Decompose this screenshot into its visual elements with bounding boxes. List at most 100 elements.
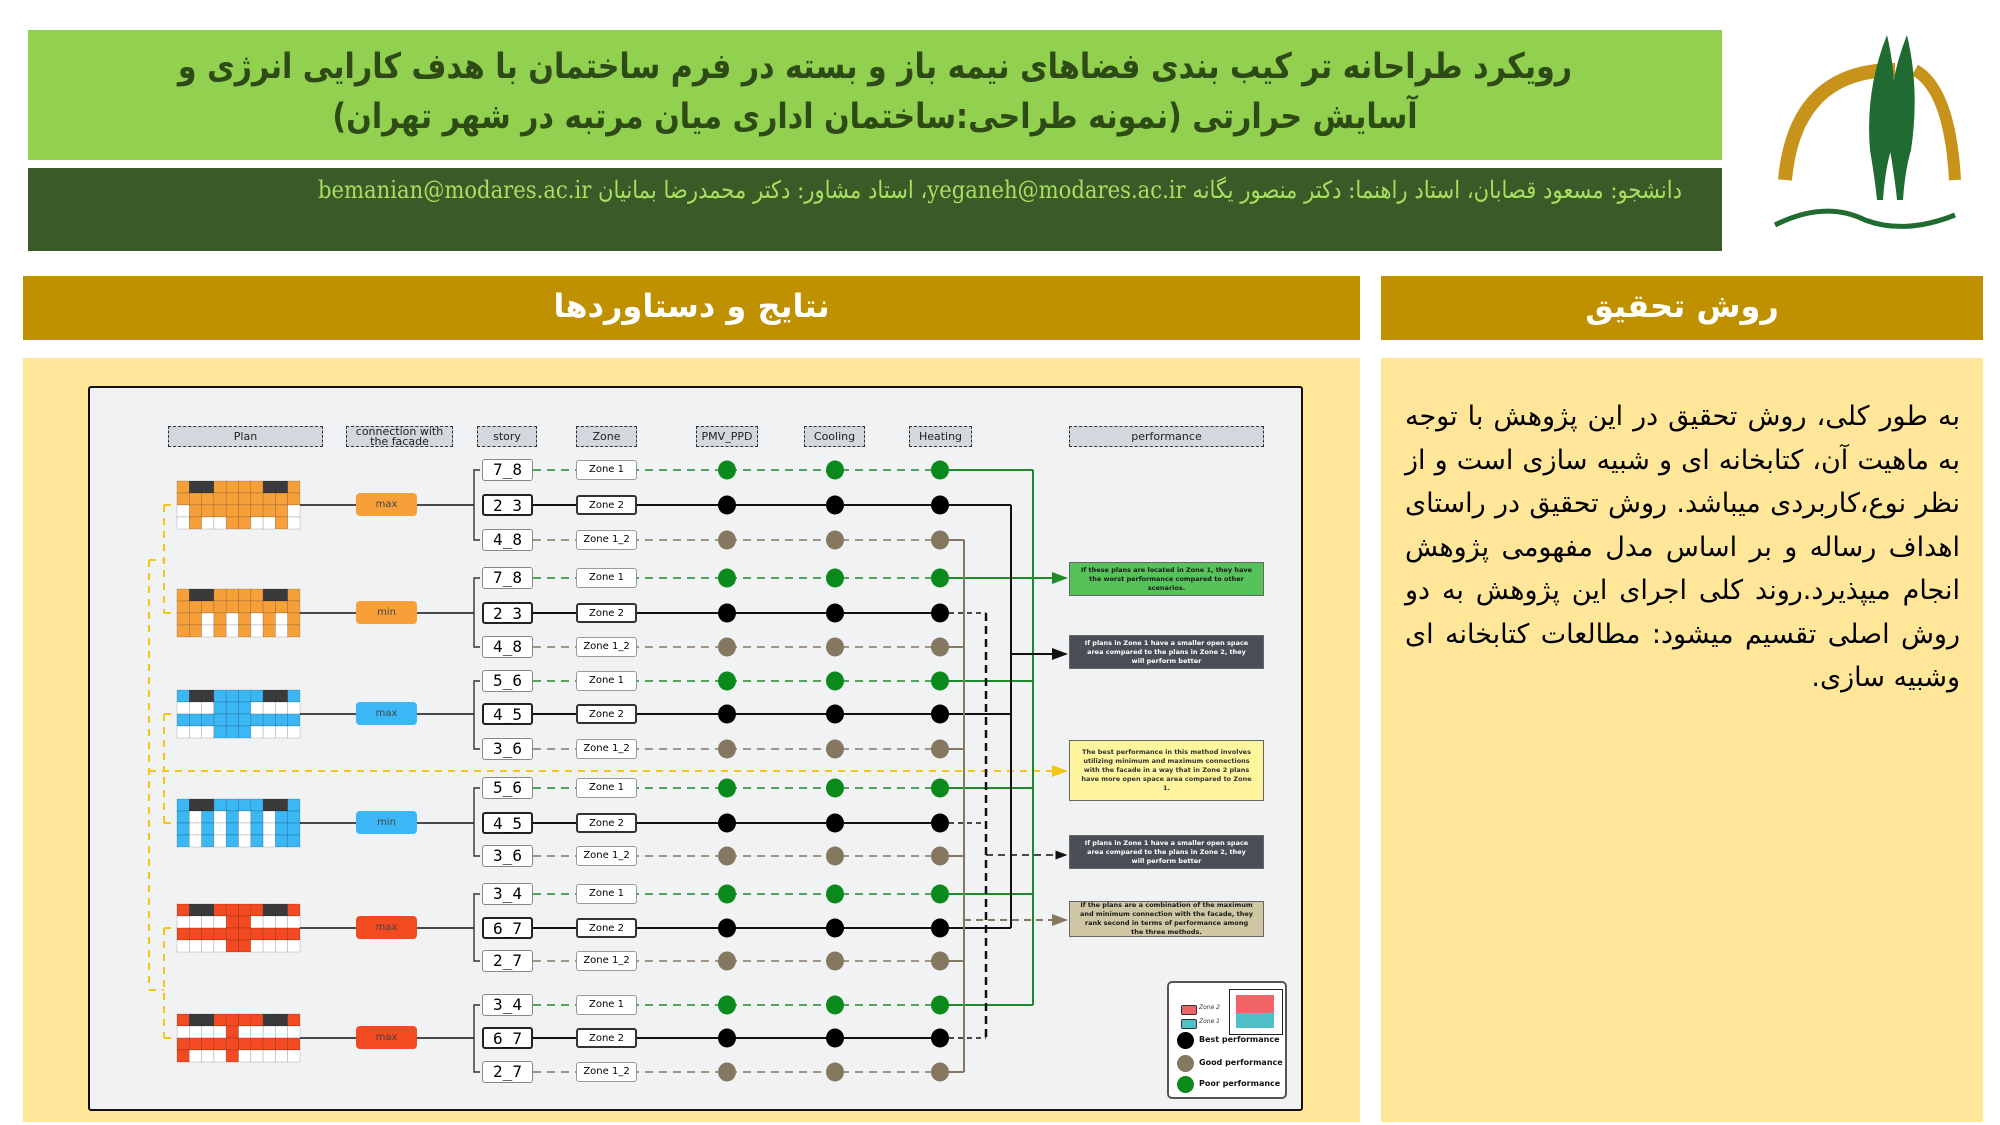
story-box: 3_4 <box>482 883 533 905</box>
plan-cell <box>225 504 239 518</box>
plan-cell <box>275 903 288 917</box>
zone-box: Zone 1 <box>576 460 637 480</box>
cooling-result-dot <box>826 884 844 904</box>
story-bracket <box>473 469 480 541</box>
plan-cell <box>176 713 190 727</box>
plan-cell <box>250 480 264 494</box>
plan-cell <box>262 516 276 530</box>
legend-label-best: Best performance <box>1199 1035 1280 1044</box>
plan-cell <box>225 612 239 626</box>
zone-box: Zone 1 <box>576 671 637 691</box>
story-bracket <box>473 893 480 962</box>
plan-cell <box>225 903 239 917</box>
pmv-result-dot <box>718 530 736 550</box>
plan-cell <box>176 1049 190 1063</box>
story-bracket <box>473 680 480 750</box>
pmv-result-dot <box>718 1062 736 1082</box>
heating-result-dot <box>931 918 949 938</box>
plan-cell <box>201 915 215 929</box>
plan-cell <box>287 810 301 824</box>
performance-note: If the plans are a combination of the ma… <box>1069 901 1264 937</box>
authors-banner: دانشجو: مسعود قصابان، استاد راهنما: دکتر… <box>28 168 1722 251</box>
plan-cell <box>250 927 264 941</box>
plan-cell <box>275 939 288 953</box>
plan-cell <box>189 600 202 614</box>
plan-cell <box>238 492 252 506</box>
plan-cell <box>176 939 190 953</box>
plan-cell <box>213 915 227 929</box>
plan-cell <box>287 624 301 638</box>
plan-cell <box>225 689 239 703</box>
plan-cell <box>189 725 202 739</box>
plan-cell <box>275 927 288 941</box>
plan-cell <box>250 834 264 848</box>
plan-cell <box>262 903 276 917</box>
plan-cell <box>275 725 288 739</box>
plan-cell <box>225 713 239 727</box>
plan-cell <box>275 480 288 494</box>
plan-cell <box>287 939 301 953</box>
pmv-result-dot <box>718 671 736 691</box>
plan-cell <box>225 480 239 494</box>
pmv-result-dot <box>718 778 736 798</box>
story-box: 2_7 <box>482 1061 533 1083</box>
plan-cell <box>213 939 227 953</box>
zone-box: Zone 1_2 <box>576 1062 637 1082</box>
plan-cell <box>275 798 288 812</box>
heating-result-dot <box>931 671 949 691</box>
zone-box: Zone 1_2 <box>576 637 637 657</box>
plan-cell <box>262 939 276 953</box>
plan-cell <box>213 701 227 715</box>
plan-cell <box>225 492 239 506</box>
plan-cell <box>238 1037 252 1051</box>
plan-cell <box>213 612 227 626</box>
story-bracket <box>473 577 480 648</box>
plan-cell <box>287 1013 301 1027</box>
plan-cell <box>213 1013 227 1027</box>
diagram-legend: Zone 2 Zone 1 Best performance Good perform… <box>1167 981 1287 1099</box>
heating-result-dot <box>931 1062 949 1082</box>
legend-label-zone1: Zone 1 <box>1199 1018 1220 1025</box>
plan-cell <box>189 504 202 518</box>
plan-cell <box>250 600 264 614</box>
plan-cell <box>250 1049 264 1063</box>
column-header-zone: Zone <box>576 426 637 447</box>
zone-box: Zone 1_2 <box>576 846 637 866</box>
plan-cell <box>201 504 215 518</box>
plan-cell <box>201 480 215 494</box>
plan-cell <box>238 480 252 494</box>
column-header-heating: Heating <box>909 426 972 447</box>
plan-cell <box>225 516 239 530</box>
plan-cell <box>189 612 202 626</box>
plan-cell <box>213 588 227 602</box>
cooling-result-dot <box>826 495 844 515</box>
plan-cell <box>238 903 252 917</box>
heating-result-dot <box>931 704 949 724</box>
plan-cell <box>213 810 227 824</box>
legend-dot-poor <box>1177 1076 1194 1093</box>
plan-cell <box>201 588 215 602</box>
plan-cell <box>287 798 301 812</box>
column-header-connection: connection with the facade <box>346 426 453 447</box>
plan-cell <box>262 624 276 638</box>
pmv-result-dot <box>718 739 736 759</box>
plan-cell <box>250 612 264 626</box>
plan-cell <box>275 701 288 715</box>
plan-cell <box>238 927 252 941</box>
story-box: 2_3 <box>482 494 533 516</box>
pmv-result-dot <box>718 846 736 866</box>
plan-cell <box>262 588 276 602</box>
plan-cell <box>225 810 239 824</box>
plan-cell <box>250 689 264 703</box>
legend-dot-best <box>1177 1032 1194 1049</box>
story-box: 4_5 <box>482 812 533 834</box>
heating-result-dot <box>931 530 949 550</box>
plan-cell <box>201 624 215 638</box>
plan-cell <box>238 915 252 929</box>
plan-cell <box>250 1037 264 1051</box>
cooling-result-dot <box>826 568 844 588</box>
story-box: 5_6 <box>482 670 533 692</box>
cooling-result-dot <box>826 460 844 480</box>
plan-cell <box>262 689 276 703</box>
